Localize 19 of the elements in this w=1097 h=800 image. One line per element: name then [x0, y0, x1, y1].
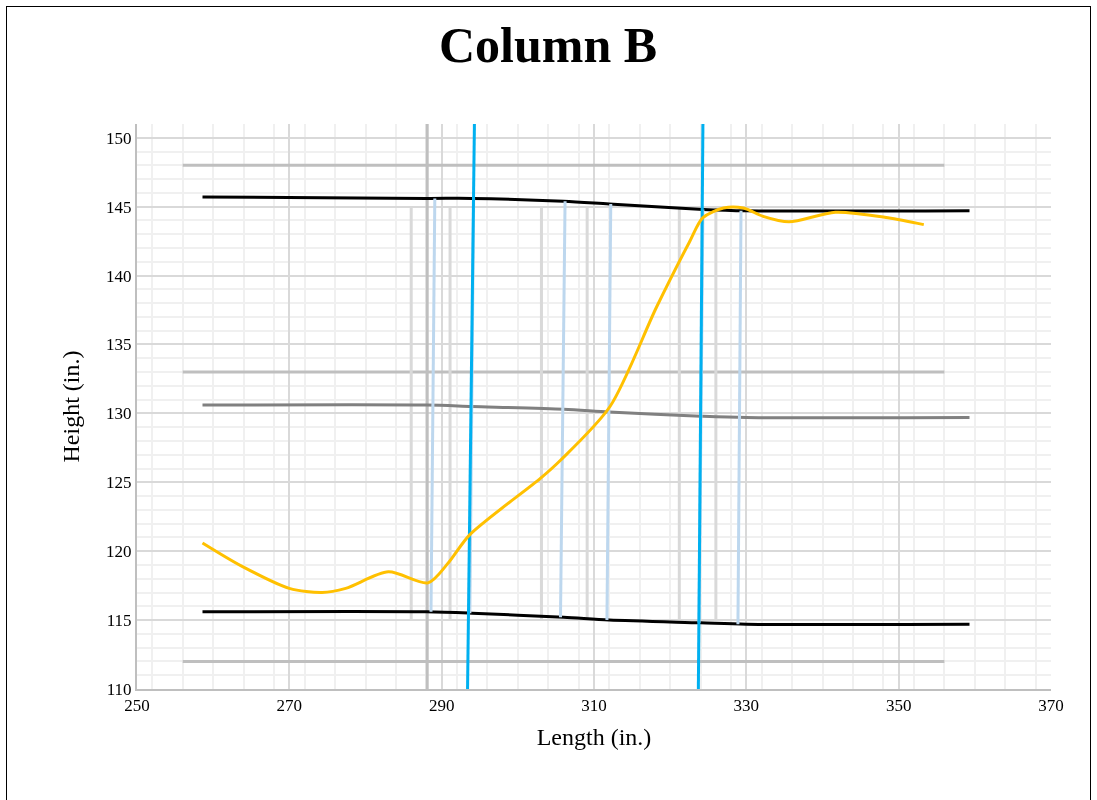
x-tick-label: 370	[1038, 696, 1064, 716]
y-tick-label: 120	[106, 542, 132, 562]
y-tick-label: 110	[106, 679, 132, 699]
x-tick-label: 250	[124, 696, 150, 716]
x-axis-title: Length (in.)	[536, 724, 652, 751]
y-tick-label: 140	[106, 266, 132, 286]
x-tick-label: 290	[428, 696, 455, 716]
y-tick-label: 125	[106, 473, 132, 493]
y-tick-label: 145	[106, 197, 132, 217]
y-tick-label: 135	[106, 335, 132, 355]
y-tick-label: 115	[106, 611, 132, 631]
y-tick-label: 150	[106, 128, 132, 148]
x-tick-label: 270	[276, 696, 303, 716]
x-tick-label: 310	[581, 696, 607, 716]
y-tick-label: 130	[106, 404, 132, 424]
x-tick-label: 350	[885, 696, 912, 716]
y-axis-title: Height (in.)	[57, 350, 84, 463]
chart-title: Column B	[438, 16, 658, 73]
x-tick-label: 330	[733, 696, 760, 716]
